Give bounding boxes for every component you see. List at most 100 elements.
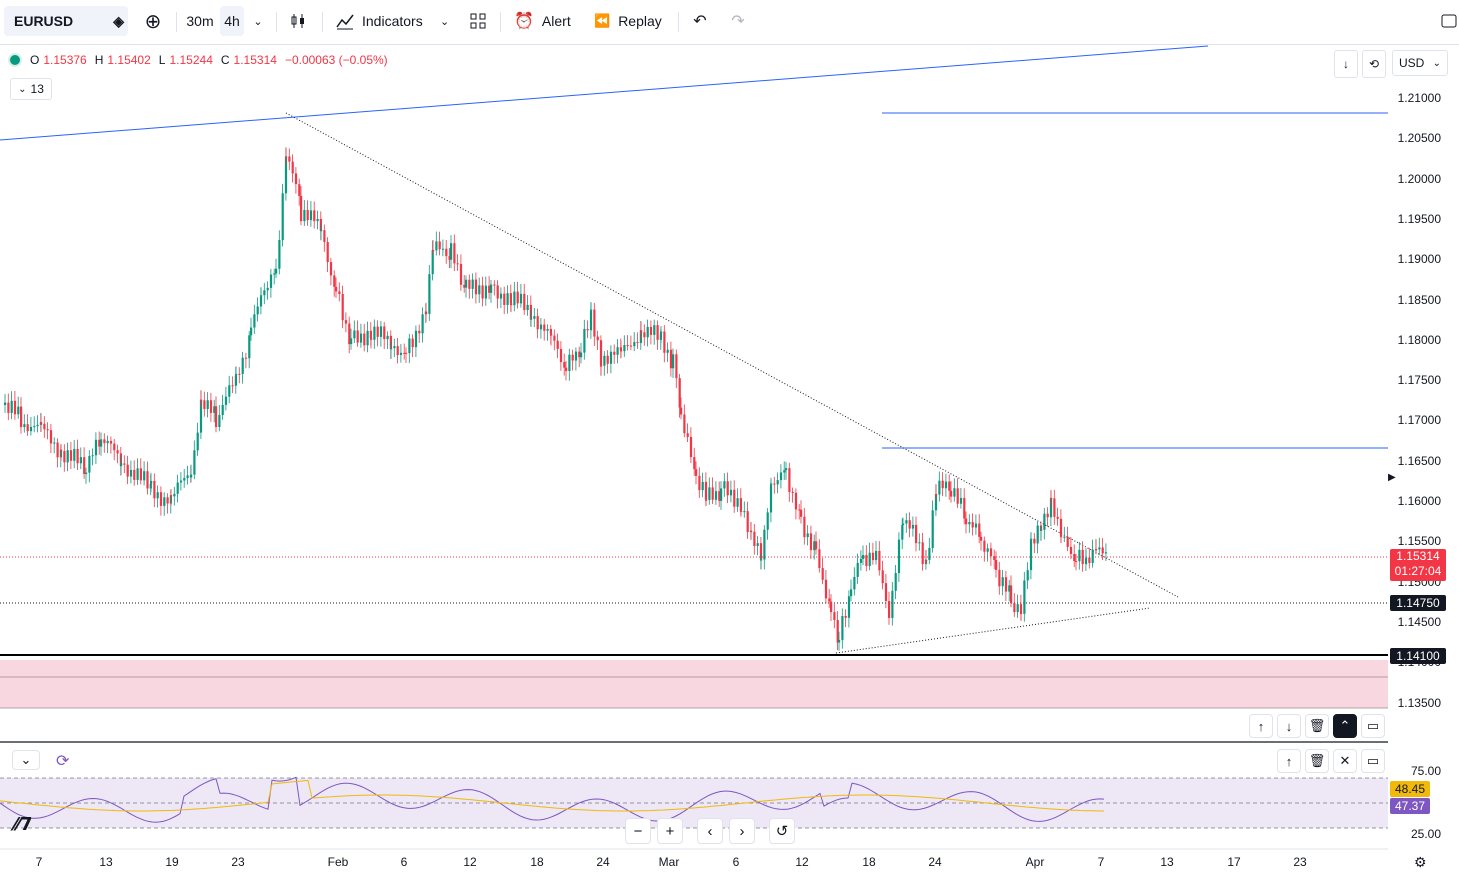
candle-body	[841, 616, 844, 640]
candle-body	[965, 518, 968, 525]
candle-body	[693, 457, 696, 470]
move-pane-up-icon[interactable]: ↑	[1249, 714, 1273, 738]
zoom-in-icon[interactable]: +	[657, 818, 683, 844]
zoom-out-icon[interactable]: −	[625, 818, 651, 844]
rsi-maximize-icon[interactable]: ▭	[1361, 749, 1385, 773]
candle-body	[278, 240, 281, 269]
indicators-chevron-down-icon[interactable]: ⌄	[440, 15, 450, 28]
currency-select[interactable]: USD ⌄	[1392, 50, 1448, 76]
time-axis-label: 17	[1227, 855, 1241, 869]
candle-body	[29, 426, 33, 432]
fullscreen-icon[interactable]	[1440, 6, 1458, 36]
candle-body	[578, 351, 581, 358]
candle-body	[450, 243, 453, 260]
open-label: O	[30, 53, 40, 67]
candle-body	[186, 475, 189, 479]
candle-body	[40, 422, 43, 424]
time-axis-label: 6	[400, 855, 408, 869]
delete-pane-icon[interactable]: 🗑	[1305, 714, 1329, 738]
collapse-pane-icon[interactable]: ⌃	[1333, 714, 1357, 738]
candle-body	[571, 354, 574, 361]
candle-body	[1088, 557, 1091, 564]
candle-body	[266, 287, 269, 291]
scroll-right-nav-icon[interactable]: ›	[729, 818, 755, 844]
candle-body	[408, 338, 411, 354]
time-axis-label: 24	[596, 855, 610, 869]
move-pane-down-icon[interactable]: ↓	[1277, 714, 1301, 738]
indicators-toggle[interactable]: ⌄ 13	[10, 78, 52, 100]
candle-body	[853, 576, 856, 590]
layouts-icon[interactable]	[468, 6, 488, 36]
rsi-move-up-icon[interactable]: ↑	[1277, 749, 1301, 773]
settings-gear-icon[interactable]: ⚙	[1414, 854, 1427, 870]
candle-body	[769, 485, 773, 513]
candle-body	[550, 333, 553, 336]
candle-body	[968, 521, 971, 525]
time-axis-label: Apr	[1025, 855, 1045, 869]
rsi-chevron-down-icon[interactable]: ⌄	[12, 750, 40, 770]
candle-body	[788, 468, 791, 493]
candle-body	[200, 399, 203, 401]
interval-chevron-down-icon[interactable]: ⌄	[253, 15, 263, 28]
reset-chart-icon[interactable]: ↺	[769, 818, 795, 844]
interval-4h[interactable]: 4h	[220, 6, 244, 36]
candle-body	[350, 338, 353, 345]
arrow-down-icon[interactable]: ↓	[1334, 50, 1358, 78]
maximize-pane-icon[interactable]: ▭	[1361, 714, 1385, 738]
alarm-clock-icon: ⏰	[514, 13, 534, 30]
candle-body	[1073, 554, 1076, 562]
candle-body	[663, 331, 666, 353]
interval-30m[interactable]: 30m	[186, 13, 214, 29]
candle-body	[139, 468, 142, 481]
candle-body	[453, 243, 456, 264]
candle-body	[481, 285, 484, 299]
favorite-icon[interactable]: ◈	[113, 12, 124, 29]
low-value: 1.15244	[169, 53, 213, 67]
candle-body	[539, 324, 543, 330]
candle-body	[133, 469, 136, 480]
candle-body	[13, 400, 17, 415]
scroll-right-icon[interactable]: ▶	[1388, 472, 1396, 483]
undo-icon[interactable]: ↶	[693, 13, 707, 30]
candles-icon[interactable]	[288, 6, 308, 36]
candle-body	[526, 304, 529, 311]
refresh-icon[interactable]: ⟲	[1362, 50, 1386, 78]
candle-body	[224, 396, 228, 405]
price-axis-label: 1.13500	[1397, 695, 1441, 710]
price-chart[interactable]	[0, 44, 1459, 874]
candle-body	[824, 579, 828, 599]
candle-body	[320, 230, 323, 232]
time-axis-label: 19	[165, 855, 179, 869]
candle-body	[196, 432, 199, 451]
long-trendline	[0, 45, 1209, 141]
candle-body	[309, 210, 313, 221]
open-value: 1.15376	[43, 53, 87, 67]
candle-body	[884, 583, 888, 602]
candle-body	[791, 492, 794, 494]
candle-body	[850, 589, 853, 597]
symbol-search[interactable]: EURUSD ◈	[4, 6, 128, 36]
candle-body	[326, 242, 329, 263]
time-axis-label: 13	[99, 855, 113, 869]
candle-body	[809, 533, 813, 551]
candle-body	[338, 291, 341, 295]
candle-body	[865, 555, 868, 566]
add-symbol-icon[interactable]: ⊕	[144, 10, 162, 33]
candle-body	[753, 531, 756, 547]
scroll-left-icon[interactable]: ‹	[697, 818, 723, 844]
last-price-value: 1.15314	[1396, 549, 1440, 563]
candle-body	[993, 556, 996, 560]
indicators-button[interactable]: Indicators	[336, 6, 436, 36]
candle-body	[948, 481, 951, 491]
candle-body	[106, 440, 109, 444]
replay-button[interactable]: ⏪ Replay	[594, 6, 668, 36]
candle-body	[298, 184, 301, 196]
candle-body	[821, 568, 824, 580]
alert-button[interactable]: ⏰ Alert	[514, 6, 578, 36]
rsi-delete-icon[interactable]: 🗑	[1305, 749, 1329, 773]
candle-body	[109, 440, 113, 444]
rsi-sync-icon[interactable]: ⟳	[56, 753, 70, 770]
redo-icon[interactable]: ↷	[731, 13, 745, 30]
rsi-collapse-icon[interactable]: ✕	[1333, 749, 1357, 773]
candle-body	[136, 468, 139, 480]
